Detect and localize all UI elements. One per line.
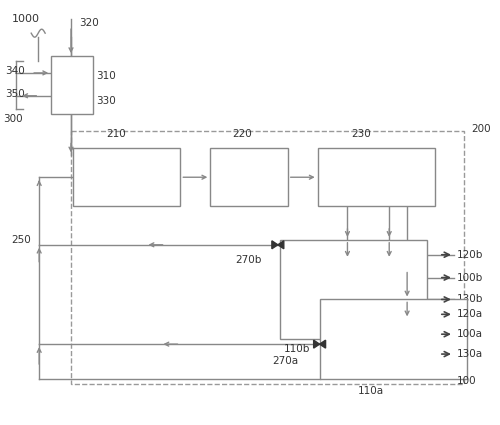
Text: 350: 350: [6, 89, 25, 99]
Text: 1000: 1000: [12, 14, 40, 24]
Text: 330: 330: [96, 96, 116, 106]
Bar: [71, 130, 464, 384]
Polygon shape: [320, 340, 326, 348]
Bar: [318, 148, 435, 206]
Text: 100a: 100a: [457, 329, 483, 339]
Text: 270b: 270b: [235, 255, 262, 265]
Bar: [320, 300, 467, 379]
Text: 340: 340: [6, 66, 25, 76]
Polygon shape: [278, 241, 284, 249]
Text: 200: 200: [471, 124, 490, 133]
Text: 110b: 110b: [284, 344, 310, 354]
Text: 100b: 100b: [457, 272, 483, 283]
Polygon shape: [314, 340, 320, 348]
Text: 250: 250: [12, 235, 31, 245]
Text: 120a: 120a: [457, 309, 483, 319]
Text: 100: 100: [457, 376, 476, 386]
Text: 230: 230: [352, 128, 371, 139]
Text: 270a: 270a: [272, 356, 298, 366]
Text: 120b: 120b: [457, 250, 483, 260]
Text: 310: 310: [96, 71, 116, 81]
Text: 130a: 130a: [457, 349, 483, 359]
Text: 130b: 130b: [457, 295, 483, 304]
Text: 320: 320: [79, 18, 98, 28]
Polygon shape: [272, 241, 278, 249]
Text: 110a: 110a: [358, 386, 384, 396]
Text: 220: 220: [232, 128, 252, 139]
Bar: [73, 148, 180, 206]
Bar: [280, 240, 427, 339]
Bar: [51, 56, 93, 113]
Text: 210: 210: [106, 128, 126, 139]
Text: 300: 300: [4, 113, 23, 124]
Bar: [210, 148, 288, 206]
